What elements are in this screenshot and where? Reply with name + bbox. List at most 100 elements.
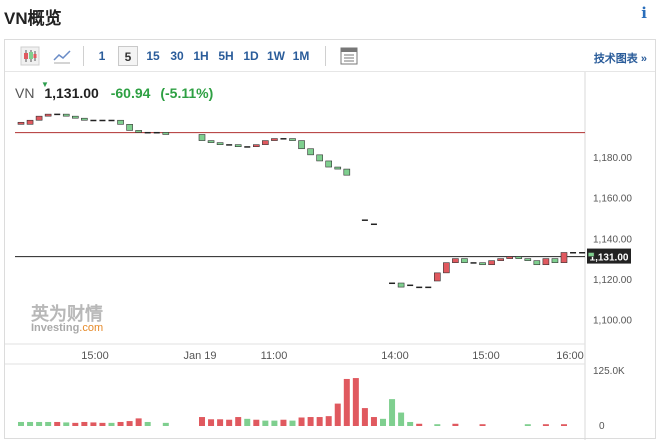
y-tick-label: 1,180.00 xyxy=(593,153,632,164)
candle xyxy=(234,144,242,147)
toolbar-separator xyxy=(83,46,84,66)
info-icon[interactable]: i xyxy=(641,4,647,22)
volume-bar xyxy=(434,424,441,426)
y-tick-label: 1,140.00 xyxy=(593,234,632,245)
candle xyxy=(452,258,459,263)
volume-bar xyxy=(298,417,305,426)
candle xyxy=(425,286,432,289)
volume-bar xyxy=(307,417,314,426)
technical-chart-link[interactable]: 技术图表 » xyxy=(593,53,647,65)
volume-bar xyxy=(208,419,215,426)
candle xyxy=(99,119,106,122)
quote-change: -60.94 xyxy=(110,85,151,101)
chart-toolbar: 1 5 15 30 1H 5H 1D 1W 1M 技术图表 » xyxy=(5,40,655,72)
volume-bar xyxy=(45,421,52,426)
candle xyxy=(579,252,586,254)
candle xyxy=(26,119,34,125)
quote-change-pct: (-5.11%) xyxy=(160,85,214,101)
candle xyxy=(198,134,206,141)
candle xyxy=(81,117,88,121)
interval-1[interactable]: 1 xyxy=(98,49,106,63)
candle xyxy=(289,138,296,141)
x-tick-label: 15:00 xyxy=(81,350,109,362)
candlestick-icon[interactable] xyxy=(19,45,41,67)
volume-bar xyxy=(135,418,142,426)
interval-5h[interactable]: 5H xyxy=(218,49,234,63)
logo-en-name: Investing xyxy=(31,322,80,334)
candle xyxy=(488,260,495,266)
volume-bar xyxy=(235,417,242,426)
volume-bar xyxy=(271,420,278,426)
interval-30[interactable]: 30 xyxy=(170,49,184,63)
candle xyxy=(542,258,550,266)
candle xyxy=(560,252,568,263)
y-tick-label: 1,100.00 xyxy=(593,316,632,327)
interval-5[interactable]: 5 xyxy=(118,46,138,66)
candle xyxy=(533,260,541,266)
candle xyxy=(307,148,314,156)
logo-en-suffix: .com xyxy=(79,322,104,334)
volume-bar xyxy=(244,418,251,426)
candle xyxy=(551,258,559,263)
line-chart-icon[interactable] xyxy=(51,45,73,67)
candle xyxy=(479,262,486,266)
page-title: VN概览 xyxy=(4,9,62,28)
candle xyxy=(72,115,79,119)
candle xyxy=(117,119,124,125)
volume-bar xyxy=(524,424,531,426)
current-price-box xyxy=(587,248,631,264)
candle xyxy=(280,138,287,140)
volume-bar xyxy=(542,424,549,426)
candle xyxy=(108,119,115,122)
volume-bar xyxy=(81,421,88,426)
chart-widget: 1 5 15 30 1H 5H 1D 1W 1M 技术图表 » VN ▼ 1,1… xyxy=(4,39,657,440)
interval-1h[interactable]: 1H xyxy=(193,49,209,63)
volume-bar xyxy=(343,378,350,426)
volume-bar xyxy=(253,419,260,426)
table-icon[interactable] xyxy=(338,45,360,67)
volume-bar xyxy=(407,421,414,426)
candle xyxy=(397,282,405,288)
candle xyxy=(207,140,215,143)
candle xyxy=(416,286,423,289)
candle xyxy=(343,168,351,176)
candle xyxy=(370,223,377,226)
volume-bar xyxy=(289,420,296,426)
price-chart[interactable]: 1,180.00 1,160.00 1,140.00 1,120.00 1,100.00… xyxy=(5,40,657,440)
x-tick-label: 14:00 xyxy=(381,350,409,362)
candle xyxy=(54,113,61,116)
volume-bar xyxy=(352,378,359,426)
volume-bar xyxy=(162,422,169,426)
volume-bar xyxy=(389,399,396,426)
candle xyxy=(298,140,305,150)
volume-tick-label: 0 xyxy=(599,421,605,432)
volume-bar xyxy=(262,420,269,426)
volume-bar xyxy=(361,408,368,426)
candle xyxy=(461,258,468,263)
candle xyxy=(162,132,170,135)
volume-bar xyxy=(416,423,423,426)
volume-bar xyxy=(63,422,70,426)
candle xyxy=(144,131,151,134)
quote-price: 1,131.00 xyxy=(44,85,99,101)
quote-symbol: VN xyxy=(15,85,35,101)
candle xyxy=(126,124,133,131)
investing-logo-en: Investing.com xyxy=(31,322,103,334)
candle xyxy=(226,144,233,146)
candle xyxy=(506,256,514,259)
interval-1d[interactable]: 1D xyxy=(243,49,259,63)
interval-1w[interactable]: 1W xyxy=(267,49,285,63)
candle xyxy=(253,144,260,147)
investing-logo-cn: 英为财情 xyxy=(31,304,103,325)
candle xyxy=(524,258,532,261)
volume-tick-label: 125.0K xyxy=(593,366,625,377)
volume-bar xyxy=(99,422,106,426)
candle xyxy=(244,146,251,148)
candle xyxy=(470,262,477,264)
volume-bar xyxy=(126,421,133,426)
candle xyxy=(44,113,52,117)
volume-bar xyxy=(27,421,34,426)
interval-15[interactable]: 15 xyxy=(146,49,160,63)
candle xyxy=(153,131,160,134)
interval-1m[interactable]: 1M xyxy=(292,49,310,63)
